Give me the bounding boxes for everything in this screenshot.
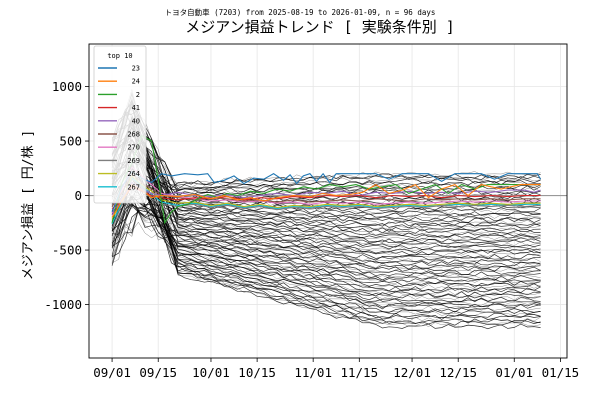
background-series-group: [111, 88, 541, 330]
background-series-line: [112, 198, 541, 258]
x-tick-label: 10/15: [238, 365, 276, 380]
background-series-line: [111, 109, 541, 243]
background-series-line: [111, 210, 541, 270]
legend-label-267: 267: [127, 183, 140, 191]
x-tick-label: 09/15: [139, 365, 177, 380]
x-tick-label: 11/01: [294, 365, 332, 380]
background-series-line: [111, 189, 541, 247]
background-series-line: [111, 138, 541, 330]
x-axis-ticks: 09/01 09/15 10/01 10/15 11/01 11/15 12/01 12/15…: [93, 358, 579, 380]
top-series-group: [111, 134, 542, 229]
background-series-line: [111, 115, 541, 319]
series-line-23: [111, 170, 542, 213]
background-series-line: [111, 176, 541, 277]
background-series-line: [111, 209, 541, 290]
background-series-line: [111, 101, 541, 272]
legend-label-24: 24: [132, 78, 140, 86]
x-tick-label: 11/15: [340, 365, 378, 380]
series-line-268: [111, 172, 541, 207]
x-tick-label: 10/01: [192, 365, 230, 380]
background-series-line: [111, 91, 541, 326]
legend-label-268: 268: [127, 131, 140, 139]
legend-label-270: 270: [127, 144, 140, 152]
background-series-line: [111, 121, 541, 190]
y-tick-label: 0: [74, 188, 82, 203]
background-series-line: [111, 161, 541, 229]
background-series-line: [111, 188, 541, 245]
background-series-line: [111, 202, 541, 261]
series-line-40: [111, 181, 541, 216]
background-series-line: [111, 165, 541, 292]
legend-title: top 10: [107, 52, 132, 60]
background-series-line: [111, 146, 541, 238]
series-line-41: [111, 186, 541, 210]
y-axis-label: メジアン損益 [ 円/株 ]: [21, 130, 36, 280]
y-tick-label: 500: [59, 134, 82, 149]
background-series-line: [112, 196, 541, 315]
series-line-269: [111, 178, 541, 229]
x-tick-label: 01/15: [542, 365, 580, 380]
chart-subtitle: トヨタ自動車 (7203) from 2025-08-19 to 2026-01…: [165, 7, 436, 17]
plot-frame: [88, 43, 568, 359]
background-series-line: [111, 106, 541, 231]
background-series-line: [111, 139, 541, 218]
background-series-line: [111, 166, 541, 308]
background-series-line: [111, 105, 541, 274]
legend-label-23: 23: [132, 65, 140, 73]
background-series-line: [111, 124, 541, 299]
background-series-line: [111, 143, 541, 234]
x-tick-label: 12/01: [393, 365, 431, 380]
background-series-line: [111, 99, 541, 312]
background-series-line: [111, 160, 541, 303]
background-series-line: [111, 203, 541, 249]
background-series-line: [111, 147, 541, 306]
legend-label-269: 269: [127, 157, 140, 165]
series-line-24: [111, 183, 541, 218]
background-series-line: [111, 149, 541, 239]
background-series-line: [111, 199, 541, 295]
background-series-line: [111, 147, 541, 283]
legend-label-40: 40: [132, 117, 140, 125]
background-series-line: [111, 99, 541, 232]
x-tick-label: 01/01: [495, 365, 533, 380]
legend-label-264: 264: [127, 170, 140, 178]
background-series-line: [111, 115, 541, 224]
y-tick-label: -1000: [44, 297, 82, 312]
background-series-line: [111, 117, 541, 313]
x-tick-label: 09/01: [93, 365, 131, 380]
background-series-line: [111, 135, 541, 256]
background-series-line: [111, 194, 541, 269]
chart-title: メジアン損益トレンド [ 実験条件別 ]: [185, 18, 455, 36]
y-tick-label: 1000: [52, 79, 82, 94]
legend-label-2: 2: [136, 91, 140, 99]
background-series-line: [111, 184, 541, 229]
legend: top 10 23 24 2 41 40 268 270 269 264 267: [93, 45, 147, 204]
legend-label-41: 41: [132, 104, 140, 112]
background-series-line: [111, 100, 541, 322]
background-series-line: [112, 126, 541, 254]
series-line-267: [111, 177, 541, 225]
y-axis-ticks: 1000 500 0 -500 -1000: [44, 79, 89, 312]
series-line-270: [111, 166, 541, 214]
background-series-line: [111, 183, 541, 267]
background-series-line: [111, 187, 541, 264]
legend-box: [93, 45, 147, 204]
background-series-line: [111, 195, 541, 276]
background-series-line: [111, 169, 541, 320]
background-series-line: [111, 120, 541, 288]
background-series-line: [111, 175, 541, 260]
background-series-line: [111, 160, 541, 251]
background-series-line: [111, 195, 541, 301]
background-series-line: [111, 123, 541, 317]
background-series-line: [111, 138, 541, 211]
y-tick-label: -500: [52, 243, 82, 258]
background-series-line: [111, 210, 541, 257]
x-tick-label: 12/15: [439, 365, 477, 380]
series-line-2: [111, 134, 541, 225]
